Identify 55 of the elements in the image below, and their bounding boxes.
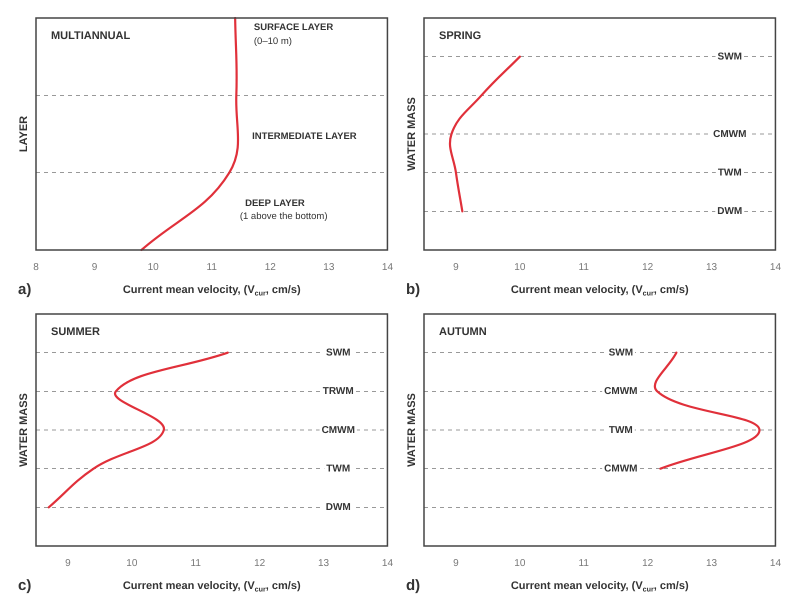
text: b): [406, 281, 420, 298]
annotation: INTERMEDIATE LAYER: [252, 130, 357, 142]
x-tick-label: 10: [514, 262, 526, 273]
x-tick-label: 11: [206, 262, 218, 273]
x-tick-label: 12: [642, 558, 654, 569]
y-tick-label: TRWM: [322, 386, 354, 398]
x-tick-label: 14: [382, 262, 394, 273]
y-tick-label: DWM: [326, 502, 351, 514]
y-tick-label: TWM: [326, 463, 350, 474]
y-axis-title: WATER MASS: [406, 97, 418, 171]
annotation: (1 above the bottom): [240, 210, 328, 222]
x-tick-label: 10: [126, 558, 138, 569]
y-tick-label: DWM: [717, 206, 742, 218]
text: AUTUMN: [439, 326, 487, 338]
x-tick-label: 14: [382, 558, 394, 569]
x-tick-label: 11: [578, 558, 590, 569]
x-tick-label: 12: [254, 558, 266, 569]
x-tick-label: 13: [323, 262, 335, 273]
x-tick-label: 9: [453, 262, 460, 273]
y-axis-title: LAYER: [18, 116, 30, 152]
y-tick-label: CMWM: [604, 386, 638, 398]
text: SPRING: [439, 30, 482, 42]
y-tick-label: TWM: [608, 424, 633, 436]
x-tick-label: 13: [318, 558, 330, 569]
x-tick-label: 12: [264, 262, 276, 273]
y-axis-title: WATER MASS: [18, 393, 30, 467]
annotation: DEEP LAYER: [245, 198, 305, 210]
y-axis-title: WATER MASS: [406, 393, 418, 467]
x-tick-label: 10: [148, 262, 160, 273]
annotation: (0–10 m): [254, 36, 292, 47]
x-tick-label: 9: [92, 262, 98, 273]
x-tick-label: 9: [453, 558, 460, 569]
x-tick-label: 11: [578, 262, 590, 273]
x-tick-label: 14: [770, 558, 782, 569]
text: SUMMER: [51, 326, 100, 338]
text: d): [406, 577, 420, 594]
x-tick-label: 8: [33, 262, 40, 273]
text: a): [18, 281, 32, 298]
x-tick-label: 9: [65, 558, 72, 569]
y-tick-label: SWM: [326, 347, 350, 358]
x-tick-label: 13: [706, 558, 718, 569]
y-tick-label: SWM: [718, 51, 742, 62]
y-tick-label: SWM: [608, 347, 634, 358]
x-tick-label: 12: [642, 262, 654, 273]
y-tick-label: CMWM: [604, 463, 638, 474]
x-tick-label: 14: [770, 262, 782, 273]
x-tick-label: 11: [190, 558, 202, 569]
y-tick-label: CMWM: [322, 424, 355, 436]
y-tick-label: CMWM: [713, 128, 746, 140]
x-tick-label: 10: [514, 558, 526, 569]
y-tick-label: TWM: [718, 167, 742, 178]
x-tick-label: 13: [706, 262, 718, 273]
text: MULTIANNUAL: [51, 30, 131, 42]
annotation: SURFACE LAYER: [254, 22, 334, 33]
text: c): [18, 577, 32, 594]
